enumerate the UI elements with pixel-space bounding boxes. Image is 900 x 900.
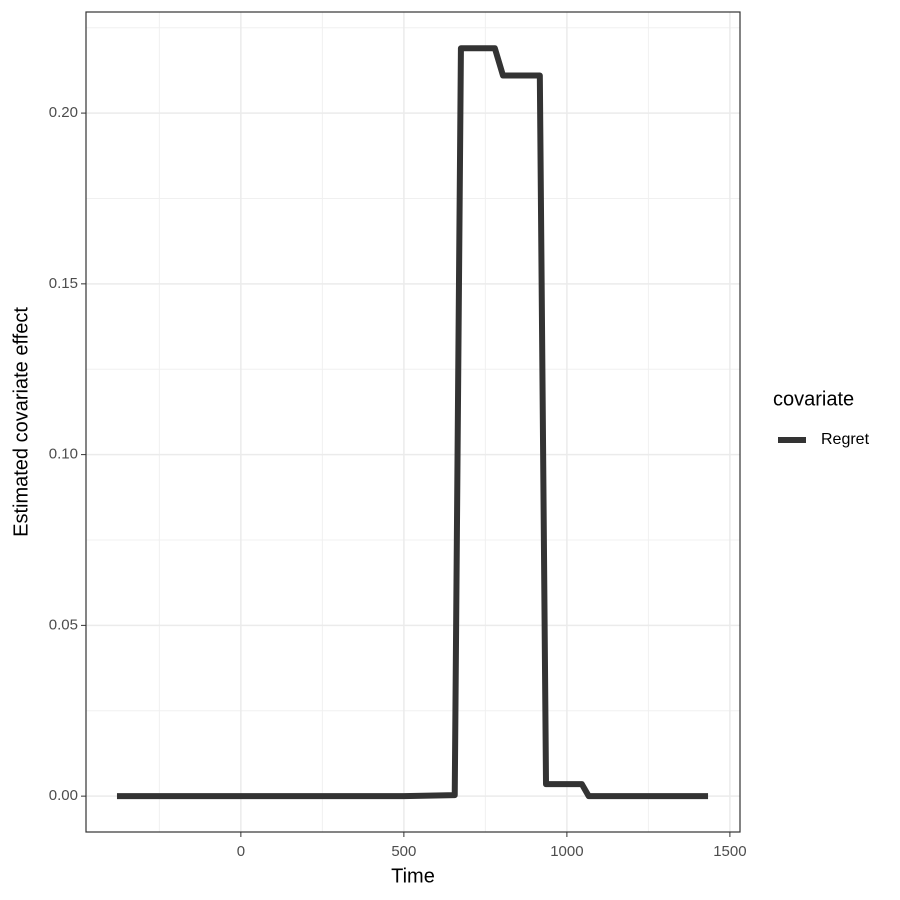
y-tick-label: 0.00 [49, 787, 78, 804]
x-tick-label: 500 [391, 843, 416, 860]
y-tick-label: 0.05 [49, 616, 78, 633]
x-tick-label: 1500 [713, 843, 746, 860]
y-tick-label: 0.15 [49, 275, 78, 292]
x-tick-label: 0 [237, 843, 245, 860]
panel-border [85, 11, 741, 833]
y-tick-label: 0.20 [49, 104, 78, 121]
x-axis-title: Time [391, 865, 435, 887]
x-tick-label: 1000 [550, 843, 583, 860]
legend-title: covariate [773, 388, 854, 410]
y-tick-label: 0.10 [49, 446, 78, 463]
data-line [116, 45, 709, 800]
legend-label: Regret [821, 431, 870, 448]
y-axis-title: Estimated covariate effect [10, 307, 32, 537]
